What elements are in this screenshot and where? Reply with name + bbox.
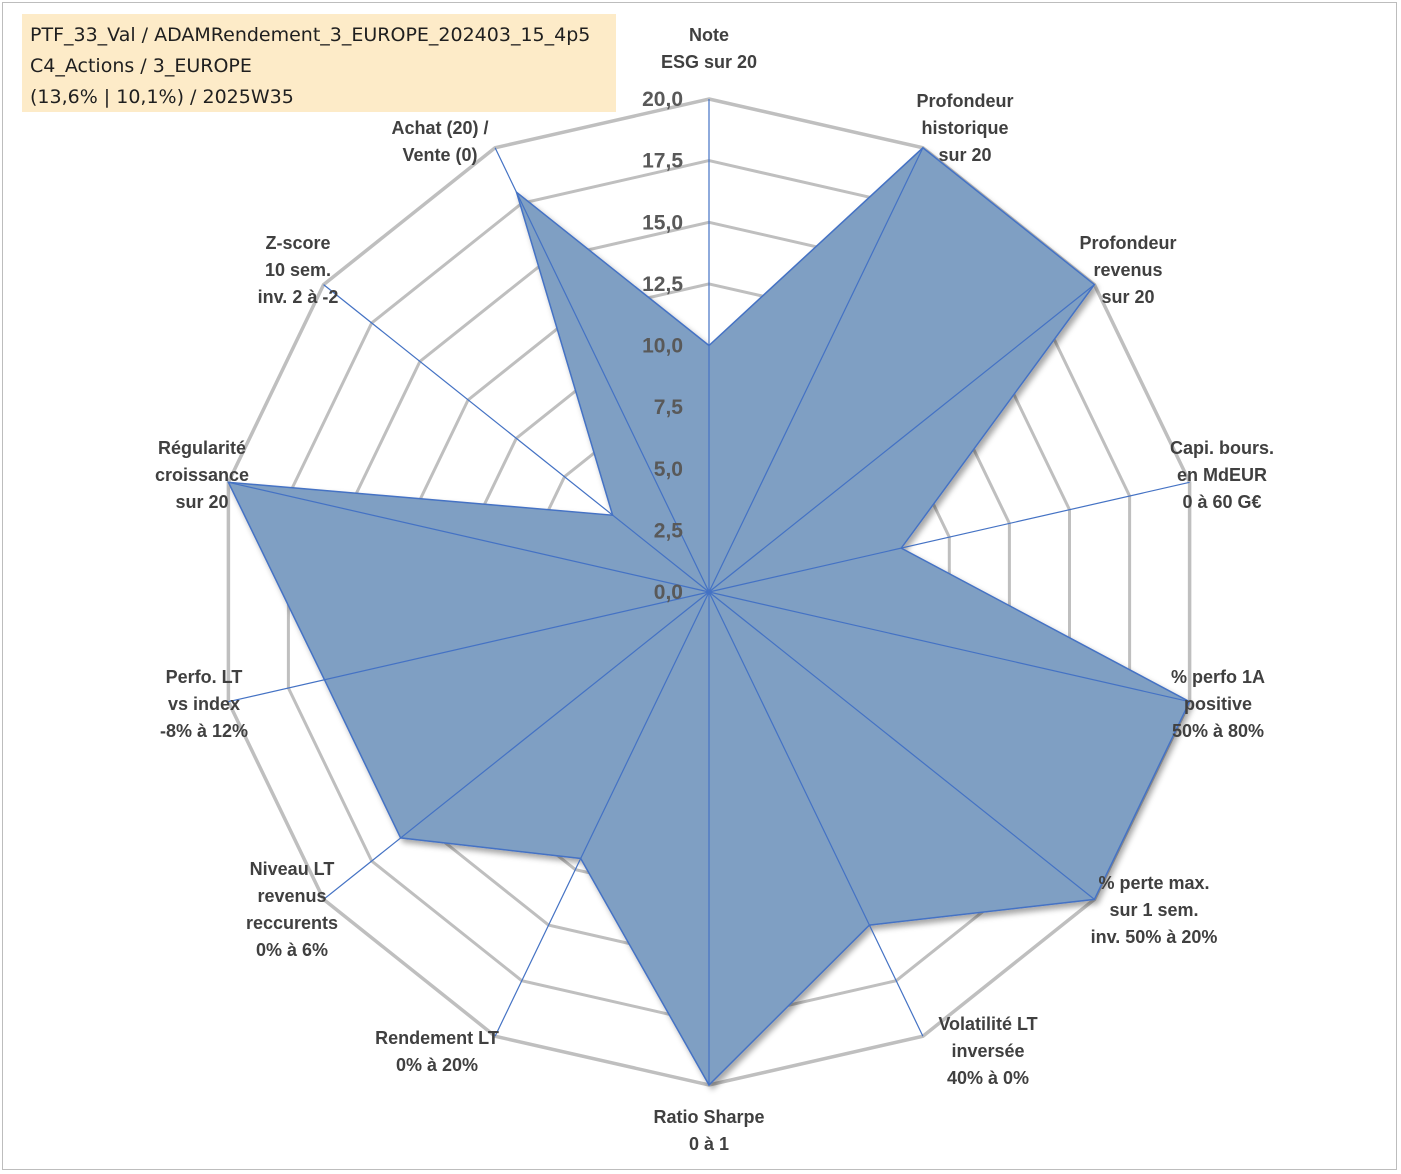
category-label-4: % perfo 1A positive 50% à 80%: [1171, 667, 1265, 741]
portfolio-info-box: PTF_33_Val / ADAMRendement_3_EUROPE_2024…: [22, 14, 616, 112]
radar-tick-labels: 0,0 2,5 5,0 7,5 10,0 12,5 15,0 17,5 20,0: [642, 88, 683, 604]
category-label-12: Z-score 10 sem. inv. 2 à -2: [258, 233, 339, 307]
category-label-1: Profondeur historique sur 20: [917, 91, 1014, 165]
category-label-line: Régularité: [158, 438, 246, 458]
spoke-6: [708, 591, 924, 1037]
tick-label-8: 20,0: [642, 88, 683, 111]
category-label-line: Vente (0): [402, 145, 477, 165]
category-label-10: Perfo. LT vs index -8% à 12%: [160, 667, 248, 741]
spoke-3: [708, 481, 1190, 593]
category-label-8: Rendement LT 0% à 20%: [375, 1028, 499, 1075]
category-label-line: revenus: [1093, 260, 1162, 280]
spoke-12: [323, 284, 710, 593]
category-label-line: sur 20: [1101, 287, 1154, 307]
category-label-line: Rendement LT: [375, 1028, 499, 1048]
spoke-5: [708, 591, 1095, 900]
tick-label-5: 12,5: [642, 273, 683, 296]
category-label-6: Volatilité LT inversée 40% à 0%: [938, 1014, 1037, 1088]
category-label-line: -8% à 12%: [160, 721, 248, 741]
category-label-line: revenus: [257, 886, 326, 906]
category-label-line: Ratio Sharpe: [653, 1107, 764, 1127]
category-label-2: Profondeur revenus sur 20: [1080, 233, 1177, 307]
tick-label-2: 5,0: [654, 458, 683, 481]
category-label-7: Ratio Sharpe 0 à 1: [653, 1107, 764, 1154]
category-label-line: 0% à 20%: [396, 1055, 478, 1075]
category-label-line: inv. 2 à -2: [258, 287, 339, 307]
category-label-line: Niveau LT: [250, 859, 335, 879]
category-label-line: sur 1 sem.: [1109, 900, 1198, 920]
category-label-line: Capi. bours.: [1170, 438, 1274, 458]
category-label-11: Régularité croissance sur 20: [155, 438, 249, 512]
category-label-0: Note ESG sur 20: [661, 25, 757, 72]
tick-label-1: 2,5: [654, 519, 684, 542]
category-label-line: croissance: [155, 465, 249, 485]
tick-label-0: 0,0: [654, 581, 683, 604]
tick-label-3: 7,5: [654, 396, 684, 419]
category-label-line: inv. 50% à 20%: [1091, 927, 1218, 947]
category-label-line: Achat (20) /: [391, 118, 488, 138]
portfolio-name: PTF_33_Val / ADAMRendement_3_EUROPE_2024…: [30, 24, 591, 46]
category-label-line: sur 20: [938, 145, 991, 165]
category-label-line: 40% à 0%: [947, 1068, 1029, 1088]
category-label-line: en MdEUR: [1177, 465, 1267, 485]
spoke-9: [323, 591, 710, 900]
category-label-5: % perte max. sur 1 sem. inv. 50% à 20%: [1091, 873, 1218, 947]
category-label-line: Volatilité LT: [938, 1014, 1037, 1034]
category-label-line: inversée: [951, 1041, 1024, 1061]
radar-spokes: [228, 99, 1190, 1085]
tick-label-6: 15,0: [642, 211, 683, 234]
category-label-9: Niveau LT revenus reccurents 0% à 6%: [246, 859, 338, 960]
performance-and-week: (13,6% | 10,1%) / 2025W35: [30, 86, 294, 108]
category-label-line: reccurents: [246, 913, 338, 933]
category-label-line: % perte max.: [1098, 873, 1209, 893]
radar-category-labels: Note ESG sur 20 Profondeur historique sur 20…: [155, 25, 1274, 1154]
spoke-10: [228, 591, 710, 703]
category-label-line: positive: [1184, 694, 1252, 714]
category-label-line: 0 à 1: [689, 1134, 729, 1154]
spoke-8: [494, 591, 710, 1037]
category-label-line: historique: [921, 118, 1008, 138]
spoke-1: [708, 147, 924, 593]
category-label-line: Profondeur: [917, 91, 1014, 111]
category-label-line: 10 sem.: [265, 260, 331, 280]
category-label-line: 0 à 60 G€: [1182, 492, 1261, 512]
category-label-line: sur 20: [175, 492, 228, 512]
category-label-line: ESG sur 20: [661, 52, 757, 72]
category-label-line: vs index: [168, 694, 240, 714]
category-label-line: Profondeur: [1080, 233, 1177, 253]
category-label-3: Capi. bours. en MdEUR 0 à 60 G€: [1170, 438, 1274, 512]
asset-class: C4_Actions / 3_EUROPE: [30, 55, 252, 77]
category-label-line: 50% à 80%: [1172, 721, 1264, 741]
tick-label-4: 10,0: [642, 335, 683, 358]
spoke-11: [228, 481, 710, 593]
spoke-13: [494, 147, 710, 593]
spoke-4: [708, 591, 1190, 703]
category-label-line: Perfo. LT: [166, 667, 243, 687]
category-label-line: 0% à 6%: [256, 940, 328, 960]
spoke-2: [708, 284, 1095, 593]
tick-label-7: 17,5: [642, 150, 683, 173]
category-label-line: Z-score: [265, 233, 330, 253]
category-label-line: Note: [689, 25, 729, 45]
category-label-line: % perfo 1A: [1171, 667, 1265, 687]
